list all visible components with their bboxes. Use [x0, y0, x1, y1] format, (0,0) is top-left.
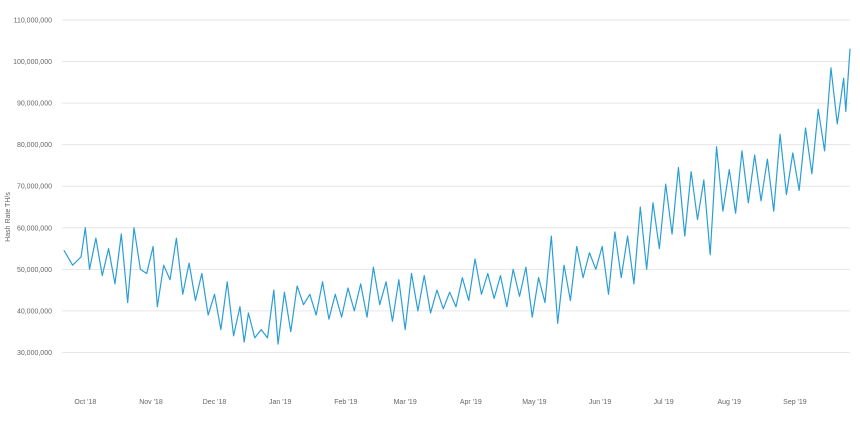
x-tick-label: Dec '18 — [203, 399, 227, 406]
y-axis-title: Hash Rate TH/s — [5, 192, 12, 242]
x-tick-label: Apr '19 — [460, 399, 482, 406]
hash-rate-series-line — [63, 48, 851, 345]
y-tick-label: 110,000,000 — [14, 18, 53, 25]
y-tick-label: 90,000,000 — [17, 101, 52, 108]
x-tick-label: Jul '19 — [654, 399, 674, 406]
y-axis-tick-labels: 30,000,000 40,000,000 50,000,000 60,000,000… — [13, 18, 52, 357]
x-axis-tick-labels: Oct '18 Nov '18 Dec '18 Jan '19 Feb '19 Mar '… — [74, 399, 806, 406]
x-tick-label: Aug '19 — [717, 399, 741, 406]
x-tick-label: Jan '19 — [269, 399, 291, 406]
series-group — [63, 48, 851, 345]
x-tick-label: Nov '18 — [139, 399, 163, 406]
x-tick-label: Mar '19 — [394, 399, 417, 406]
grid-lines — [62, 19, 850, 353]
y-tick-label: 80,000,000 — [17, 142, 52, 149]
y-tick-label: 30,000,000 — [17, 350, 52, 357]
y-tick-label: 60,000,000 — [17, 225, 52, 232]
x-tick-label: Sep '19 — [783, 399, 807, 406]
y-tick-label: 40,000,000 — [17, 308, 52, 315]
y-tick-label: 50,000,000 — [17, 267, 52, 274]
x-tick-label: Jun '19 — [589, 399, 611, 406]
x-tick-label: May '19 — [522, 399, 546, 406]
y-tick-label: 70,000,000 — [17, 184, 52, 191]
y-tick-label: 100,000,000 — [13, 59, 52, 66]
x-tick-label: Feb '19 — [334, 399, 357, 406]
x-tick-label: Oct '18 — [74, 399, 96, 406]
